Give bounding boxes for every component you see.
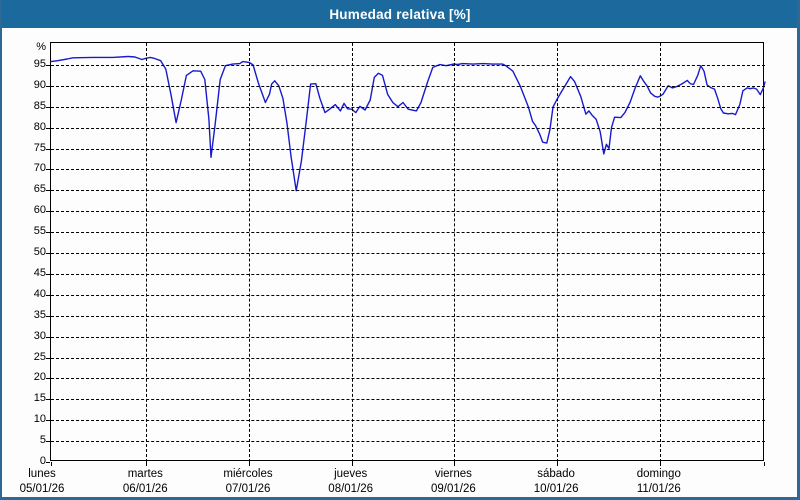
x-date-label: 08/01/26 xyxy=(328,483,374,495)
y-tick-label: 85 xyxy=(33,99,46,112)
y-axis-tick xyxy=(46,148,50,150)
y-axis-tick xyxy=(46,273,50,275)
y-tick-label: 5 xyxy=(39,434,46,447)
humidity-line-svg xyxy=(50,55,766,192)
h-gridline xyxy=(51,232,765,234)
y-axis-tick xyxy=(46,441,50,443)
h-gridline xyxy=(51,148,765,150)
h-gridline xyxy=(51,420,765,422)
x-day-label: domingo xyxy=(636,468,681,480)
y-tick-label: 35 xyxy=(33,308,46,321)
x-day-label: jueves xyxy=(334,468,368,480)
x-day-label: viernes xyxy=(434,468,472,480)
y-axis-tick xyxy=(46,211,50,213)
y-axis-tick xyxy=(46,462,50,463)
x-date-label: 09/01/26 xyxy=(431,483,476,495)
h-gridline xyxy=(51,253,765,254)
h-gridline xyxy=(51,85,765,87)
x-date-label: 05/01/26 xyxy=(19,483,65,495)
x-day-label: sábado xyxy=(537,468,575,480)
x-axis-tick xyxy=(51,462,52,466)
x-date-label: 07/01/26 xyxy=(225,483,271,495)
h-gridline xyxy=(51,315,765,317)
h-gridline xyxy=(51,211,765,213)
y-tick-label: 65 xyxy=(33,183,46,196)
y-tick-label: 60 xyxy=(33,204,46,217)
h-gridline xyxy=(51,357,765,359)
y-axis-tick xyxy=(46,64,50,66)
h-gridline xyxy=(51,169,765,171)
y-tick-label: 15 xyxy=(33,392,46,405)
v-gridline xyxy=(146,43,148,462)
y-axis-tick xyxy=(46,127,50,129)
y-axis-tick xyxy=(46,190,50,192)
v-gridline xyxy=(351,43,353,462)
y-tick-label: 30 xyxy=(33,329,46,342)
y-axis-tick xyxy=(46,253,50,254)
y-tick-label: 55 xyxy=(33,225,46,238)
y-tick-label: 75 xyxy=(33,141,46,154)
y-tick-label: 95 xyxy=(33,57,46,70)
x-date-label: 11/01/26 xyxy=(636,483,681,495)
x-axis-tick xyxy=(454,462,456,466)
y-tick-label: 70 xyxy=(33,162,46,175)
x-date-label: 06/01/26 xyxy=(122,483,168,495)
h-gridline xyxy=(51,378,765,380)
y-tick-label: 80 xyxy=(33,120,46,133)
h-gridline xyxy=(51,273,765,275)
title-bar: Humedad relativa [%] xyxy=(2,0,797,28)
x-axis-tick xyxy=(249,462,250,466)
v-gridline xyxy=(557,43,559,462)
v-gridline xyxy=(249,43,250,462)
y-axis-tick xyxy=(46,336,50,338)
y-tick-label: 20 xyxy=(33,371,46,384)
y-axis-tick xyxy=(46,378,50,380)
h-gridline xyxy=(51,106,765,108)
x-axis-tick xyxy=(351,462,353,466)
chart-plot-area[interactable] xyxy=(46,42,766,466)
y-tick-label: 25 xyxy=(33,350,46,363)
y-tick-label: 50 xyxy=(33,246,46,258)
h-gridline xyxy=(51,441,765,443)
h-gridline xyxy=(51,190,765,192)
y-axis-tick xyxy=(46,399,50,401)
y-axis-unit-label: % xyxy=(36,41,46,53)
y-axis-tick xyxy=(46,169,50,171)
h-gridline xyxy=(51,127,765,129)
page-title: Humedad relativa [%] xyxy=(329,6,471,22)
v-gridline xyxy=(659,43,661,462)
x-day-label: lunes xyxy=(28,468,56,480)
humidity-line-series xyxy=(50,55,766,192)
y-axis-tick xyxy=(46,106,50,108)
y-axis-tick xyxy=(46,294,50,296)
y-tick-label: 90 xyxy=(33,78,46,91)
x-date-label: 10/01/26 xyxy=(533,483,579,495)
y-tick-label: 40 xyxy=(33,287,46,300)
h-gridline xyxy=(51,294,765,296)
y-axis-tick xyxy=(46,420,50,422)
y-axis-tick xyxy=(46,85,50,87)
h-gridline xyxy=(51,399,765,401)
h-gridline xyxy=(51,336,765,338)
y-tick-label: 0 xyxy=(39,455,46,467)
x-axis-tick xyxy=(146,462,148,466)
y-tick-label: 45 xyxy=(33,266,46,279)
x-axis-tick xyxy=(764,462,765,466)
x-axis-tick xyxy=(557,462,559,466)
x-day-label: miércoles xyxy=(223,468,273,480)
y-axis-tick xyxy=(46,357,50,359)
x-axis-tick xyxy=(659,462,661,466)
v-gridline xyxy=(454,43,456,462)
y-tick-label: 10 xyxy=(33,413,46,426)
y-axis-tick xyxy=(46,315,50,317)
y-axis-tick xyxy=(46,232,50,234)
h-gridline xyxy=(51,64,765,66)
x-day-label: martes xyxy=(127,468,163,480)
